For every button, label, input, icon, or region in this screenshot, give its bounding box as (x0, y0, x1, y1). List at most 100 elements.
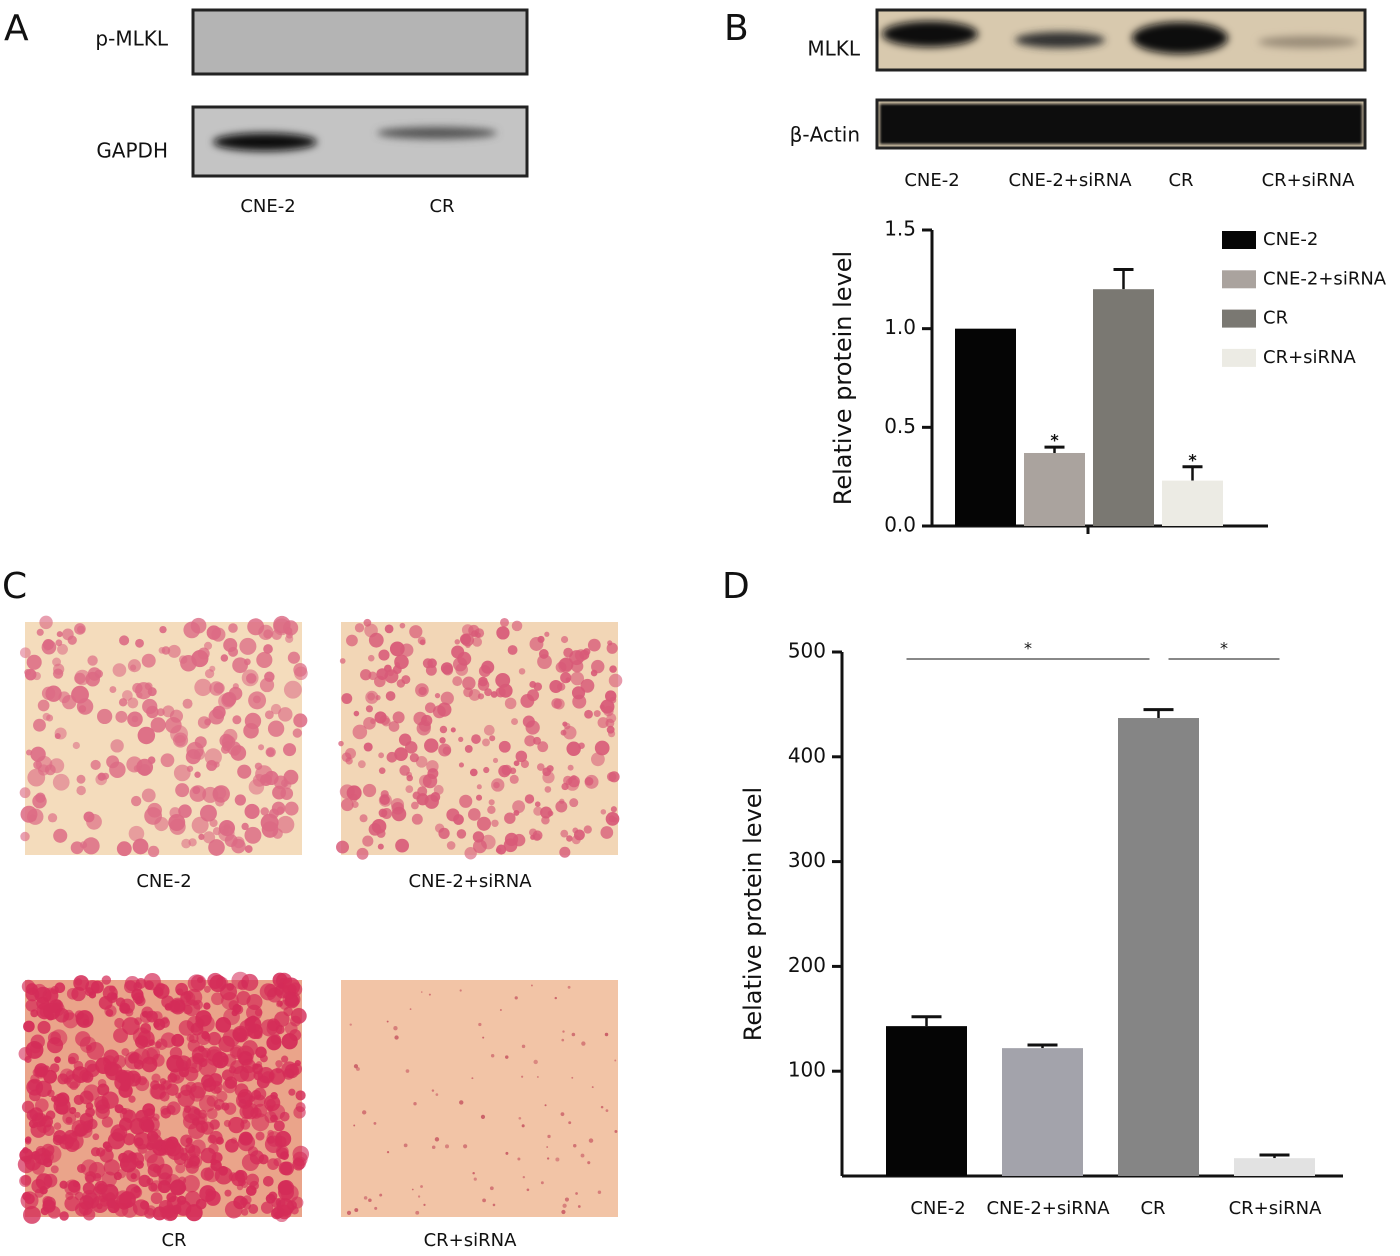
cell (363, 618, 372, 627)
cell (54, 727, 67, 740)
cell (605, 690, 617, 702)
cell (132, 682, 143, 694)
cell (562, 725, 577, 740)
cell (472, 1171, 475, 1175)
cell (228, 1116, 245, 1134)
cell (276, 1000, 283, 1007)
cell (468, 688, 481, 701)
cell (175, 1163, 186, 1174)
cell (354, 623, 365, 633)
cell (55, 1101, 69, 1115)
cell (363, 742, 373, 752)
cell (609, 665, 617, 673)
cell (591, 1086, 594, 1089)
cell (475, 794, 483, 801)
cell (587, 638, 601, 652)
cell (83, 1084, 100, 1101)
cell (95, 1099, 110, 1114)
cell (247, 618, 265, 636)
cell (278, 982, 285, 989)
cell (503, 838, 518, 853)
cell (170, 999, 186, 1015)
cell (544, 631, 550, 637)
cell (353, 1124, 356, 1127)
cell (82, 837, 100, 855)
cell (224, 1189, 232, 1197)
cell (35, 792, 46, 803)
cell (232, 1025, 250, 1043)
cell (293, 713, 308, 728)
cell (264, 770, 279, 786)
cell (19, 1174, 32, 1187)
cell (258, 744, 265, 751)
cell (597, 1190, 602, 1194)
cell (266, 1105, 274, 1112)
cell (133, 1059, 144, 1070)
cell (338, 740, 344, 747)
cell (171, 1033, 185, 1047)
cell (121, 1048, 130, 1056)
cell (244, 826, 262, 844)
cell (76, 785, 86, 796)
cell (574, 649, 588, 662)
cell (287, 651, 301, 664)
cell (405, 1069, 410, 1073)
cell (518, 1116, 522, 1120)
cell (102, 1141, 111, 1150)
cell (234, 794, 246, 806)
cell (224, 834, 238, 848)
cell (27, 768, 46, 787)
cell (527, 689, 540, 702)
cell (161, 1204, 179, 1222)
cell (49, 758, 65, 774)
cell (499, 1009, 502, 1011)
cell (83, 1208, 96, 1221)
cell (204, 641, 213, 650)
cell (481, 660, 495, 674)
cell (451, 645, 465, 659)
cell (270, 1034, 282, 1045)
cell (357, 760, 366, 769)
cell (368, 1198, 372, 1203)
significance-label: * (1220, 639, 1228, 658)
cell (234, 1083, 249, 1098)
cell (162, 1080, 172, 1090)
cell (239, 637, 257, 655)
cell (127, 697, 139, 709)
cell (46, 714, 54, 722)
cell (379, 714, 390, 726)
cell (50, 1165, 59, 1174)
cell (522, 1175, 526, 1179)
cell (232, 657, 248, 674)
cell (133, 1186, 141, 1193)
cell (45, 989, 59, 1002)
cell (605, 1109, 609, 1113)
cell (467, 808, 481, 821)
cell (504, 697, 517, 710)
cell (360, 669, 372, 681)
cell (30, 1009, 39, 1018)
cell (268, 808, 280, 819)
cell (256, 1075, 270, 1089)
cell (90, 759, 101, 771)
cell (198, 833, 205, 840)
cell (264, 1111, 277, 1124)
cell (175, 982, 189, 996)
cell (600, 826, 614, 839)
cell (186, 765, 194, 772)
cell (428, 993, 431, 996)
annotation: * (1050, 431, 1059, 450)
cell (76, 774, 86, 784)
cell (23, 1020, 35, 1033)
cell (446, 841, 456, 850)
cell (395, 838, 409, 853)
cell (434, 692, 441, 699)
legend-label: CNE-2+siRNA (1263, 268, 1387, 289)
cell (476, 784, 482, 790)
cell (85, 671, 101, 687)
cell (560, 829, 569, 838)
blot-label: GAPDH (96, 139, 168, 163)
cell (203, 985, 211, 993)
cell (590, 752, 605, 767)
cell (386, 751, 398, 763)
